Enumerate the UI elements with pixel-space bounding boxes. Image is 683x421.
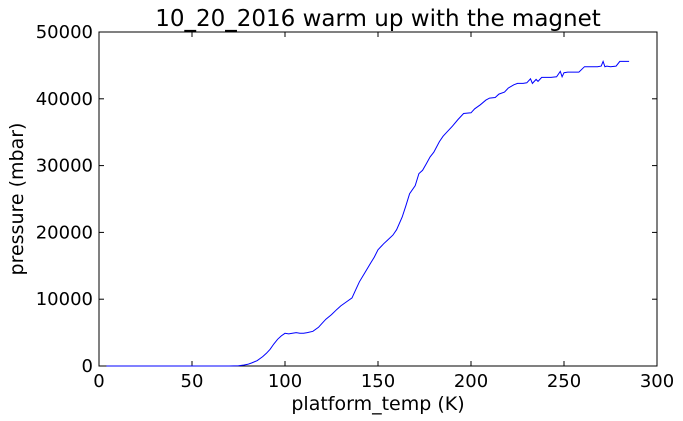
x-tick-label: 300 <box>640 371 674 392</box>
x-tick-label: 50 <box>181 371 204 392</box>
y-tick-label: 0 <box>82 356 93 377</box>
plot-area <box>98 31 658 367</box>
chart-title: 10_20_2016 warm up with the magnet <box>155 6 601 32</box>
x-tick-label: 0 <box>93 371 104 392</box>
y-tick-label: 20000 <box>36 222 93 243</box>
x-axis-label: platform_temp (K) <box>291 393 464 415</box>
y-tick-label: 10000 <box>36 289 93 310</box>
y-axis-label: pressure (mbar) <box>6 123 28 276</box>
x-tick-label: 200 <box>454 371 488 392</box>
x-tick-label: 250 <box>547 371 581 392</box>
x-axis: 0 50 100 150 200 250 300 <box>93 32 674 392</box>
y-tick-label: 50000 <box>36 22 93 43</box>
series-line <box>106 59 630 367</box>
x-tick-label: 100 <box>268 371 302 392</box>
y-tick-label: 30000 <box>36 156 93 177</box>
y-tick-label: 40000 <box>36 89 93 110</box>
x-tick-label: 150 <box>361 371 395 392</box>
y-axis: 0 10000 20000 30000 40000 50000 <box>36 22 657 377</box>
